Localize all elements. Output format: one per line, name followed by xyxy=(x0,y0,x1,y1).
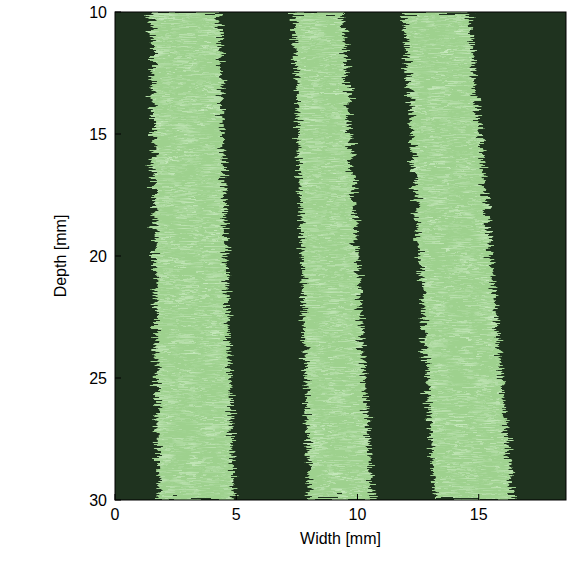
light-band xyxy=(404,12,513,500)
light-band xyxy=(151,12,233,500)
y-tick xyxy=(115,134,121,135)
x-tick xyxy=(115,494,116,500)
x-tick xyxy=(478,494,479,500)
x-tick-label: 10 xyxy=(349,506,367,523)
background xyxy=(115,12,566,500)
y-tick-label: 20 xyxy=(89,248,107,265)
x-tick-label: 0 xyxy=(111,506,120,523)
x-tick-label: 15 xyxy=(470,506,488,523)
y-tick-label: 10 xyxy=(89,4,107,21)
y-tick xyxy=(115,378,121,379)
y-tick xyxy=(115,500,121,501)
y-tick-label: 30 xyxy=(89,492,107,509)
frame xyxy=(115,12,566,500)
light-band xyxy=(294,12,372,500)
y-tick xyxy=(115,256,121,257)
bands xyxy=(151,12,512,500)
x-tick xyxy=(357,494,358,500)
y-tick xyxy=(115,12,121,13)
y-tick-label: 25 xyxy=(89,370,107,387)
x-axis-title: Width [mm] xyxy=(300,530,381,547)
x-tick-label: 5 xyxy=(232,506,241,523)
y-axis-title: Depth [mm] xyxy=(52,215,69,298)
y-tick-label: 15 xyxy=(89,126,107,143)
x-tick xyxy=(236,494,237,500)
bands-inner xyxy=(151,12,512,500)
plot-area xyxy=(115,12,566,500)
